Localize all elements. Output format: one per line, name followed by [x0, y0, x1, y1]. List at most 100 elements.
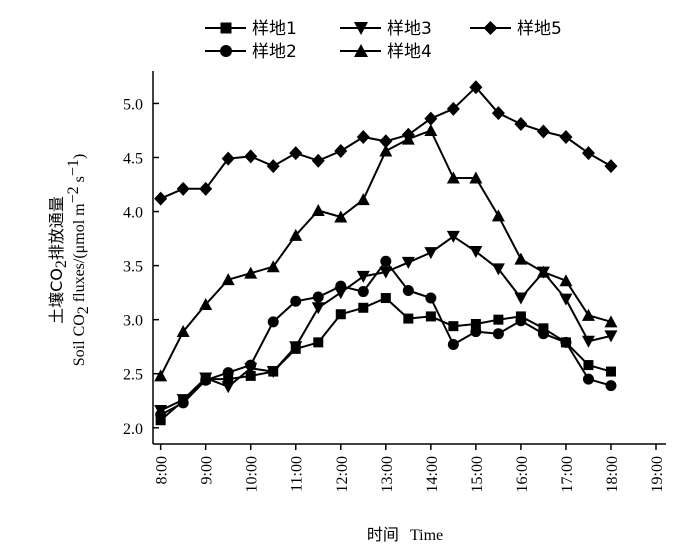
data-point-circle [402, 284, 414, 296]
data-point-circle [560, 336, 572, 348]
data-point-circle [515, 315, 527, 327]
x-tick-label: 16:00 [514, 456, 531, 492]
y-tick-label: 3.5 [123, 259, 143, 276]
data-point-triangle-down [469, 246, 483, 259]
data-point-diamond [536, 124, 550, 139]
series-line [160, 297, 612, 421]
series-layer [154, 80, 618, 426]
x-tick-label: 8:00 [154, 456, 171, 484]
data-point-diamond [356, 129, 370, 144]
y-axis-title-cn: 土壤CO2排放通量 [47, 196, 70, 324]
x-tick-label: 12:00 [334, 456, 351, 492]
diamond-marker-icon [483, 21, 498, 35]
data-point-triangle-up [424, 123, 438, 136]
y-tick-label: 2.0 [123, 421, 143, 438]
data-point-diamond [334, 144, 348, 159]
data-point-square [493, 314, 504, 325]
x-axis-title-cn: 时间 [367, 525, 399, 544]
legend-label-site3: 样地3 [387, 19, 432, 39]
data-point-diamond [311, 153, 325, 168]
data-point-circle [605, 380, 617, 392]
data-point-circle [222, 367, 234, 379]
data-point-triangle-up [536, 265, 550, 278]
y-tick-label: 4.5 [123, 150, 143, 167]
x-tick-label: 19:00 [649, 456, 666, 492]
data-point-triangle-up [581, 308, 595, 321]
data-point-triangle-up [311, 203, 325, 216]
data-point-triangle-down [311, 302, 325, 315]
triangle-up-marker-icon [354, 44, 368, 57]
data-point-triangle-down [559, 293, 573, 306]
y-axis-title-en-sup1: −2 [65, 186, 82, 203]
legend: 样地1 样地3 样地5 样地2 样地4 [205, 19, 562, 62]
data-point-square [223, 374, 234, 385]
y-axis-title-en-sub: 2 [75, 306, 92, 314]
x-axis-title: 时间 Time [367, 525, 443, 544]
data-point-diamond [514, 116, 528, 131]
data-point-triangle-down [401, 256, 415, 269]
data-point-diamond [401, 127, 415, 142]
data-point-square [358, 302, 369, 313]
legend-item-site4: 样地4 [340, 42, 432, 62]
data-point-diamond [266, 159, 280, 174]
data-point-square [583, 360, 594, 371]
data-point-square [605, 366, 616, 377]
x-tick-label: 14:00 [424, 456, 441, 492]
legend-item-site3: 样地3 [340, 19, 432, 39]
data-point-triangle-up [514, 252, 528, 265]
y-axis-title-en-part2: fluxes/(μmol m [71, 203, 88, 306]
data-point-triangle-down [604, 330, 618, 343]
legend-label-site2: 样地2 [252, 42, 297, 62]
data-point-square [448, 321, 459, 332]
data-point-diamond [176, 181, 190, 196]
legend-item-site2: 样地2 [205, 42, 297, 62]
data-point-triangle-down [446, 230, 460, 243]
data-point-triangle-down [199, 372, 213, 385]
data-point-diamond [446, 101, 460, 116]
data-point-circle [425, 292, 437, 304]
data-point-diamond [559, 129, 573, 144]
data-point-triangle-down [581, 335, 595, 348]
y-ticks: 2.0 2.5 3.0 3.5 4.0 4.5 5.0 [123, 96, 159, 438]
y-axis-title-en-part4: ) [71, 154, 88, 159]
data-point-triangle-up [559, 274, 573, 287]
data-point-triangle-up [379, 144, 393, 157]
data-point-square [245, 370, 256, 381]
data-point-triangle-down [424, 247, 438, 260]
data-point-diamond [199, 181, 213, 196]
x-tick-label: 13:00 [379, 456, 396, 492]
series-5 [154, 80, 618, 206]
data-point-diamond [289, 146, 303, 161]
y-axis-title-cn-part2: 排放通量 [47, 196, 66, 260]
data-point-diamond [154, 191, 168, 206]
legend-item-site1: 样地1 [205, 19, 297, 39]
data-point-triangle-up [334, 210, 348, 223]
y-tick-label: 4.0 [123, 205, 143, 222]
data-point-triangle-up [491, 209, 505, 222]
series-1 [155, 293, 616, 426]
data-point-diamond [244, 149, 258, 164]
data-point-diamond [581, 146, 595, 161]
data-point-square [313, 337, 324, 348]
data-point-circle [582, 373, 594, 385]
data-point-triangle-down [289, 341, 303, 354]
data-point-triangle-up [469, 171, 483, 184]
data-point-triangle-up [154, 369, 168, 382]
data-point-triangle-up [289, 228, 303, 241]
data-point-diamond [379, 134, 393, 149]
x-ticks: 8:00 9:00 10:00 11:00 12:00 13:00 14:00 15:00 16… [154, 444, 666, 492]
x-tick-label: 11:00 [289, 456, 306, 492]
data-point-triangle-down [356, 270, 370, 283]
data-point-triangle-up [266, 260, 280, 273]
data-point-square [335, 309, 346, 320]
data-point-circle [380, 255, 392, 267]
data-point-square [403, 313, 414, 324]
data-point-diamond [491, 106, 505, 121]
square-marker-icon [220, 22, 232, 34]
y-tick-label: 3.0 [123, 313, 143, 330]
data-point-circle [290, 295, 302, 307]
legend-item-site5: 样地5 [470, 19, 562, 39]
data-point-triangle-up [604, 315, 618, 328]
x-tick-label: 10:00 [244, 456, 261, 492]
